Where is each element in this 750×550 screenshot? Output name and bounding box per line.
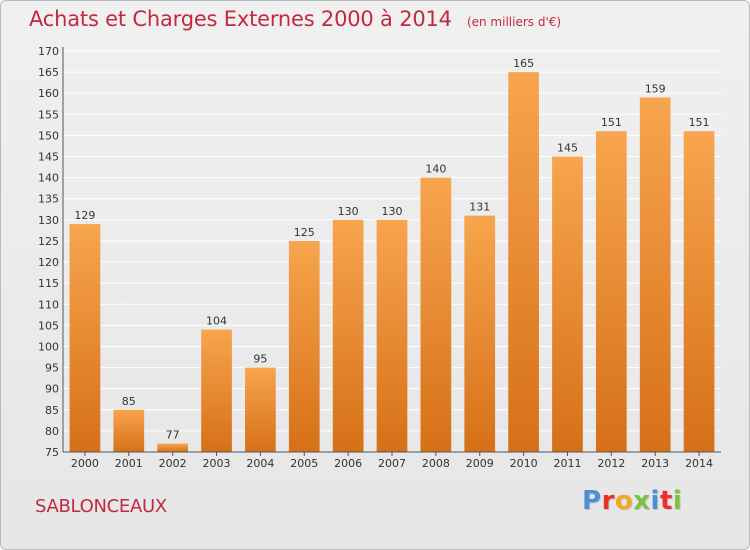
bars: 129 85 77 104 95 125 130 130 140 131 165 145 151 159 1… (69, 57, 715, 453)
x-tick-label: 2009 (466, 457, 494, 470)
bar (288, 240, 320, 452)
y-tick-label: 170 (38, 45, 59, 58)
proxiti-logo: Proxiti (582, 486, 682, 516)
y-tick-label: 75 (45, 446, 59, 459)
y-tick-label: 115 (38, 277, 59, 290)
bar-value-label: 151 (689, 116, 710, 129)
axes: 75 80 85 90 95 100 105 110 115 120 125 130 135 140 145… (38, 45, 721, 470)
bar-value-label: 165 (513, 57, 534, 70)
y-tick-label: 80 (45, 425, 59, 438)
bar (332, 219, 364, 452)
bar (201, 329, 232, 452)
logo-letter: t (659, 486, 673, 516)
x-tick-label: 2014 (685, 457, 713, 470)
x-tick-label: 2004 (246, 457, 274, 470)
x-tick-label: 2011 (553, 457, 581, 470)
logo-letter: i (650, 486, 660, 516)
chart-title-block: Achats et Charges Externes 2000 à 2014 (… (29, 7, 561, 31)
bar-value-label: 77 (166, 429, 180, 442)
bar (420, 177, 452, 452)
x-tick-label: 2008 (422, 457, 450, 470)
y-tick-label: 95 (45, 362, 59, 375)
x-tick-label: 2013 (641, 457, 669, 470)
y-tick-label: 150 (38, 129, 59, 142)
x-tick-label: 2012 (597, 457, 625, 470)
x-tick-label: 2007 (378, 457, 406, 470)
bar-value-label: 159 (645, 82, 666, 95)
bar-value-label: 130 (382, 205, 403, 218)
y-tick-label: 145 (38, 151, 59, 164)
bar-value-label: 131 (469, 201, 490, 214)
x-tick-label: 2003 (203, 457, 231, 470)
y-tick-label: 155 (38, 108, 59, 121)
logo-letter: r (601, 486, 615, 516)
x-tick-label: 2006 (334, 457, 362, 470)
bar (113, 409, 145, 452)
bar (245, 367, 276, 452)
town-name: SABLONCEAUX (35, 496, 167, 517)
bar-value-label: 145 (557, 142, 578, 155)
y-tick-label: 120 (38, 256, 59, 269)
bar-value-label: 125 (294, 226, 315, 239)
bar (157, 443, 189, 452)
y-tick-label: 135 (38, 193, 59, 206)
x-tick-label: 2010 (510, 457, 538, 470)
y-tick-label: 140 (38, 172, 59, 185)
chart-title: Achats et Charges Externes 2000 à 2014 (29, 7, 452, 31)
logo-letter: x (633, 486, 651, 516)
y-tick-label: 85 (45, 404, 59, 417)
bar-value-label: 140 (425, 163, 446, 176)
y-tick-label: 90 (45, 383, 59, 396)
bar (595, 131, 627, 452)
y-tick-label: 110 (38, 298, 59, 311)
y-tick-label: 165 (38, 66, 59, 79)
logo-letter: P (582, 486, 602, 516)
bar (639, 97, 671, 452)
x-tick-label: 2002 (159, 457, 187, 470)
bar-value-label: 95 (253, 353, 267, 366)
bar (683, 131, 715, 452)
bar-value-label: 104 (206, 315, 227, 328)
x-tick-label: 2005 (290, 457, 318, 470)
x-tick-label: 2000 (71, 457, 99, 470)
y-tick-label: 100 (38, 340, 59, 353)
y-tick-label: 160 (38, 87, 59, 100)
y-tick-label: 105 (38, 319, 59, 332)
y-tick-label: 125 (38, 235, 59, 248)
bar-value-label: 151 (601, 116, 622, 129)
logo-letter: o (614, 486, 634, 516)
bar (464, 215, 496, 452)
logo-letter: i (672, 486, 683, 516)
bar (376, 219, 408, 452)
bar (552, 156, 583, 453)
bar (508, 72, 539, 453)
bar-value-label: 130 (338, 205, 359, 218)
chart-unit: (en milliers d'€) (466, 15, 562, 29)
x-tick-label: 2001 (115, 457, 143, 470)
bar (69, 224, 101, 452)
y-tick-label: 130 (38, 214, 59, 227)
bar-value-label: 129 (74, 209, 95, 222)
bar-value-label: 85 (122, 395, 136, 408)
